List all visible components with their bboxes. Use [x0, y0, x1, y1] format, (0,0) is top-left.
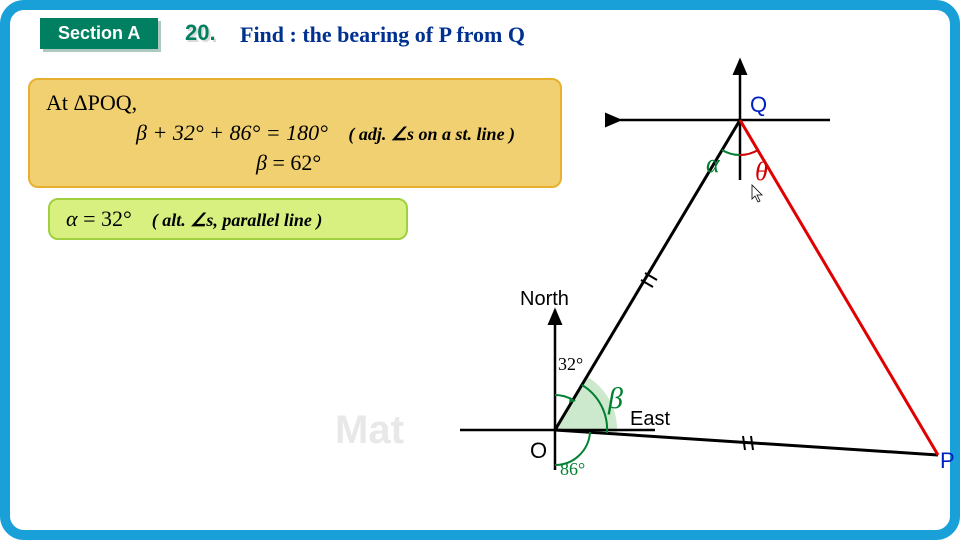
label-north: North [520, 288, 569, 310]
box2-reason: ( alt. ∠s, parallel line ) [152, 210, 323, 230]
arc-alpha [722, 150, 740, 155]
cursor-icon [752, 185, 762, 202]
box1-eq2: β = 62° [256, 150, 321, 175]
angle-32-label: 32° [558, 354, 583, 374]
working-box-2: α = 32° ( alt. ∠s, parallel line ) [48, 198, 408, 240]
side-op [555, 430, 938, 455]
angle-alpha-label: α [706, 149, 721, 178]
question-text: Find : the bearing of P from Q [240, 22, 525, 48]
box1-eq1: β + 32° + 86° = 180° [136, 120, 333, 145]
angle-86-label: 86° [560, 459, 585, 479]
angle-beta-label: β [607, 382, 623, 415]
section-label: Section A [58, 23, 140, 43]
angle-theta-label: θ [755, 157, 768, 186]
geometry-diagram: North East O Q P 32° β 86° α θ [460, 50, 960, 530]
label-q: Q [750, 92, 767, 117]
question-number: 20. [185, 20, 216, 46]
side-qp [740, 120, 938, 455]
section-tab: Section A [40, 18, 158, 49]
arc-theta [740, 150, 758, 155]
watermark: Mat [335, 408, 404, 453]
box2-eq: α = 32° [66, 206, 132, 231]
label-o: O [530, 438, 547, 463]
label-p: P [940, 448, 955, 473]
label-east: East [630, 408, 670, 430]
